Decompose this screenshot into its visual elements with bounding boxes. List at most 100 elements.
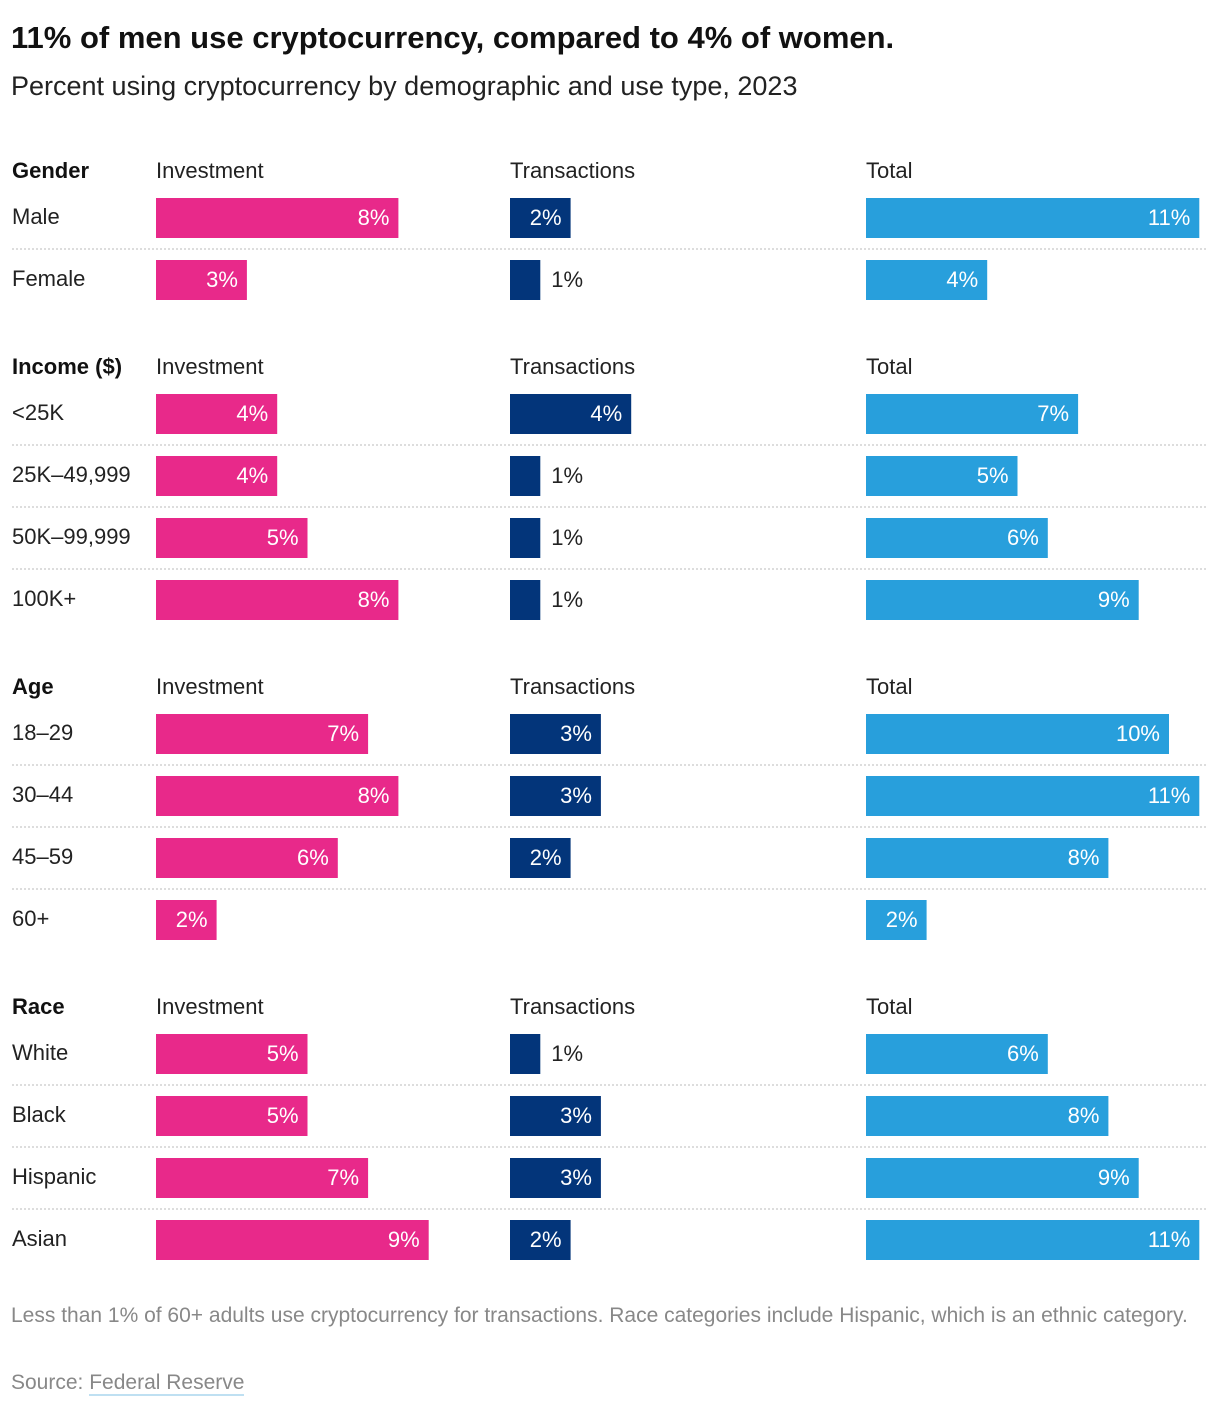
value-label: 8%	[358, 205, 390, 230]
value-label: 6%	[1007, 1041, 1039, 1066]
bar	[156, 394, 278, 434]
value-label: 11%	[1148, 783, 1190, 808]
bar	[866, 1158, 1139, 1198]
source-link[interactable]: Federal Reserve	[89, 1371, 245, 1396]
bar	[866, 198, 1200, 238]
row-label: 18–29	[12, 720, 73, 745]
value-label: 11%	[1148, 1227, 1190, 1252]
column-header: Total	[866, 994, 912, 1019]
chart-subtitle: Percent using cryptocurrency by demograp…	[11, 71, 797, 101]
row-label: 60+	[12, 906, 49, 931]
bar	[866, 1220, 1200, 1260]
value-label: 1%	[551, 267, 583, 292]
value-label: 1%	[551, 463, 583, 488]
row-label: Asian	[12, 1226, 67, 1251]
bar	[156, 838, 338, 878]
group-title: Age	[12, 674, 54, 699]
column-header: Investment	[156, 354, 264, 379]
value-label: 2%	[176, 907, 208, 932]
value-label: 7%	[327, 1165, 359, 1190]
row-label: Male	[12, 204, 60, 229]
group-title: Race	[12, 994, 65, 1019]
bar	[156, 456, 278, 496]
value-label: 11%	[1148, 205, 1190, 230]
value-label: 1%	[551, 587, 583, 612]
value-label: 4%	[236, 401, 268, 426]
bar	[510, 394, 632, 434]
value-label: 8%	[1068, 1103, 1100, 1128]
column-header: Transactions	[510, 158, 635, 183]
bar	[510, 714, 601, 754]
bar	[510, 518, 541, 558]
bar	[510, 260, 541, 300]
row-label: 100K+	[12, 586, 76, 611]
value-label: 8%	[358, 587, 390, 612]
row-label: Black	[12, 1102, 67, 1127]
bar	[510, 456, 541, 496]
bar	[156, 1158, 369, 1198]
column-header: Total	[866, 158, 912, 183]
bar	[510, 776, 601, 816]
bar	[510, 1158, 601, 1198]
bar	[866, 838, 1109, 878]
value-label: 3%	[560, 783, 592, 808]
bar	[866, 776, 1200, 816]
bar	[866, 1096, 1109, 1136]
bar	[156, 1096, 308, 1136]
row-label: 30–44	[12, 782, 73, 807]
value-label: 3%	[560, 1165, 592, 1190]
bar	[510, 838, 571, 878]
bar	[866, 456, 1018, 496]
column-header: Transactions	[510, 674, 635, 699]
bar	[510, 580, 541, 620]
group-title: Income ($)	[12, 354, 122, 379]
value-label: 3%	[560, 721, 592, 746]
column-header: Investment	[156, 674, 264, 699]
value-label: 2%	[530, 845, 562, 870]
bar	[156, 900, 217, 940]
bar	[156, 714, 369, 754]
bar	[156, 580, 399, 620]
bar	[866, 900, 927, 940]
row-label: White	[12, 1040, 68, 1065]
bar	[866, 580, 1139, 620]
value-label: 5%	[267, 1103, 299, 1128]
bar	[156, 776, 399, 816]
row-label: 45–59	[12, 844, 73, 869]
bar	[156, 260, 247, 300]
group-title: Gender	[12, 158, 89, 183]
column-header: Total	[866, 354, 912, 379]
value-label: 9%	[388, 1227, 420, 1252]
row-label: Female	[12, 266, 85, 291]
value-label: 5%	[267, 525, 299, 550]
bar	[866, 714, 1169, 754]
row-label: 50K–99,999	[12, 524, 131, 549]
source: Source: Federal Reserve	[11, 1371, 245, 1396]
bar	[156, 1034, 308, 1074]
chart: 11% of men use cryptocurrency, compared …	[11, 20, 1208, 1260]
column-header: Total	[866, 674, 912, 699]
value-label: 10%	[1116, 721, 1160, 746]
value-label: 4%	[236, 463, 268, 488]
value-label: 1%	[551, 1041, 583, 1066]
value-label: 2%	[530, 1227, 562, 1252]
value-label: 2%	[886, 907, 918, 932]
bar	[866, 260, 988, 300]
bar	[866, 518, 1048, 558]
bar	[510, 1034, 541, 1074]
bar	[866, 1034, 1048, 1074]
row-label: <25K	[12, 400, 64, 425]
bar	[510, 1220, 571, 1260]
value-label: 2%	[530, 205, 562, 230]
bar	[510, 1096, 601, 1136]
value-label: 6%	[1007, 525, 1039, 550]
value-label: 8%	[1068, 845, 1100, 870]
value-label: 3%	[206, 267, 238, 292]
value-label: 8%	[358, 783, 390, 808]
bar	[156, 198, 399, 238]
source-label: Source:	[11, 1371, 84, 1394]
bar	[866, 394, 1079, 434]
bar	[156, 1220, 429, 1260]
column-header: Investment	[156, 158, 264, 183]
column-header: Transactions	[510, 354, 635, 379]
